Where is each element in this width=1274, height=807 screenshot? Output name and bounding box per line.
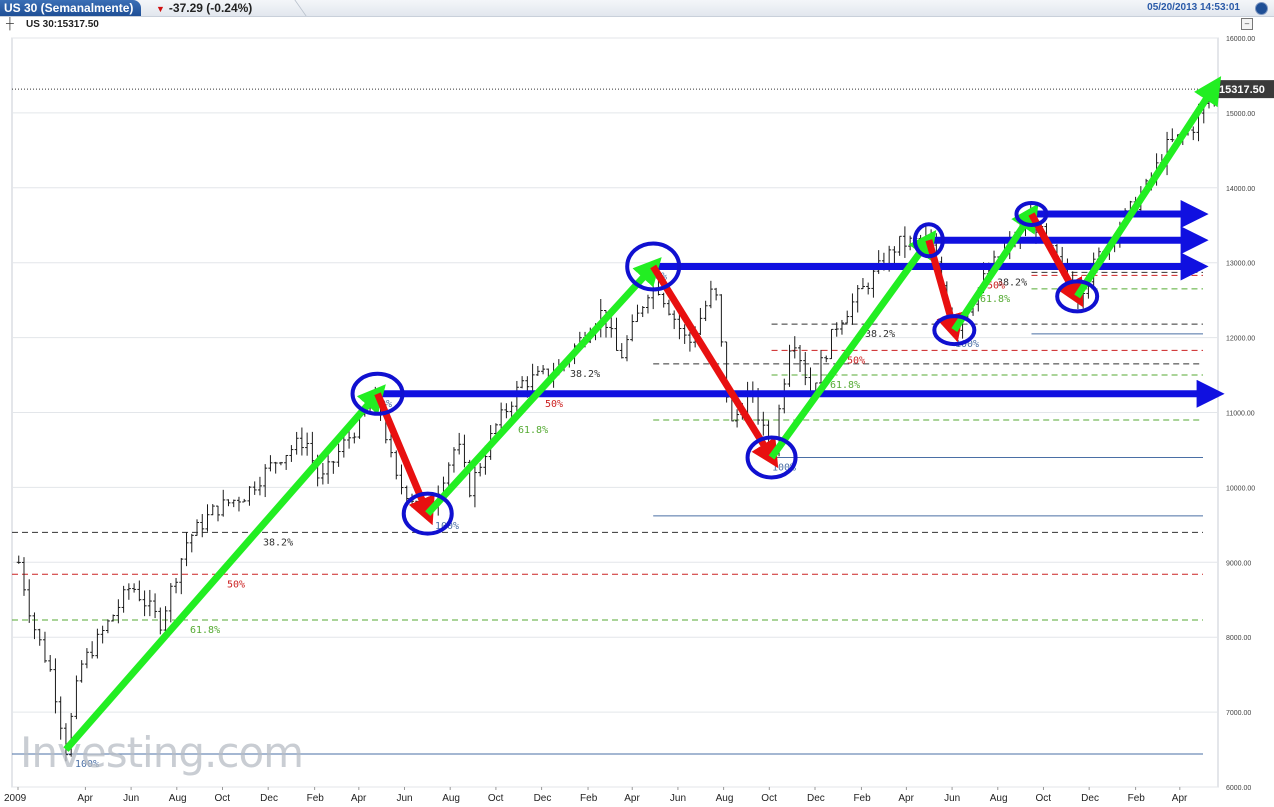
y-tick-label: 14000.00 [1226,186,1255,193]
fib-label: 50% [847,355,865,366]
top-toolbar: US 30 (Semanalmente) ▼ -37.29 (-0.24%) 05… [0,0,1274,17]
fib-label: 61.8% [830,380,860,391]
x-tick-label: 2009 [4,793,27,804]
x-tick-label: Dec [260,793,278,804]
info-icon[interactable] [1255,2,1268,15]
x-tick-label: Jun [670,793,686,804]
last-price-tag [1211,80,1274,99]
x-tick-label: Feb [307,793,325,804]
x-tick-label: Apr [898,793,914,804]
watermark-brand: Investing [20,728,205,777]
chart-subtitle: US 30:15317.50 [26,19,99,30]
uptrend-arrow [63,384,386,752]
x-tick-label: Oct [488,793,504,804]
fib-label: 50% [545,399,563,410]
y-tick-label: 12000.00 [1226,336,1255,343]
y-tick-label: 10000.00 [1226,485,1255,492]
x-tick-label: Aug [990,793,1008,804]
fib-label: 38.2% [263,537,293,548]
price-change-value: -37.29 (-0.24%) [168,1,253,15]
pivot-circle [912,222,945,259]
fib-label: 61.8% [190,625,220,636]
crosshair-icon: ┼ [6,18,14,30]
x-tick-label: Jun [123,793,139,804]
instrument-tab[interactable]: US 30 (Semanalmente) [0,0,142,16]
x-tick-label: Oct [1035,793,1051,804]
x-tick-label: Aug [169,793,187,804]
y-tick-label: 8000.00 [1226,635,1251,642]
x-tick-label: Aug [716,793,734,804]
x-tick-label: Apr [1172,793,1188,804]
uptrend-arrow [768,230,937,460]
y-tick-label: 13000.00 [1226,261,1255,268]
x-tick-label: Dec [534,793,552,804]
uptrend-arrow [425,257,662,516]
y-tick-label: 11000.00 [1226,411,1255,418]
pivot-circle [745,435,798,480]
x-tick-label: Jun [397,793,413,804]
fib-label: 100% [955,339,979,350]
price-change: ▼ -37.29 (-0.24%) [156,0,252,17]
x-tick-label: Dec [1081,793,1099,804]
pivot-circle [350,371,405,416]
x-tick-label: Feb [580,793,598,804]
fib-label: 100% [75,759,99,770]
y-tick-label: 15000.00 [1226,111,1255,118]
x-tick-label: Oct [214,793,230,804]
y-tick-label: 16000.00 [1226,36,1255,43]
fib-label: 38.2% [865,329,895,340]
watermark-logo: Investing.com [20,728,304,777]
x-tick-label: Feb [853,793,871,804]
downtrend-arrow [650,264,779,469]
uptrend-arrow [1074,76,1222,299]
x-tick-label: Oct [761,793,777,804]
timestamp: 05/20/2013 14:53:01 [1147,2,1240,13]
pivot-circle [932,314,977,347]
fib-label: 50% [987,280,1005,291]
x-tick-label: Dec [807,793,825,804]
pivot-circle [1014,201,1049,228]
fib-label: 38.2% [997,277,1027,288]
y-tick-label: 9000.00 [1226,560,1251,567]
fib-label: 100% [772,462,796,473]
y-tick-label: 6000.00 [1226,785,1251,792]
collapse-button[interactable]: – [1241,18,1253,30]
x-tick-label: Apr [77,793,93,804]
pivot-circle [401,491,454,536]
pivot-circle [625,241,682,292]
down-triangle-icon: ▼ [156,4,165,14]
x-tick-label: Feb [1128,793,1146,804]
last-price-label: 15317.50 [1219,84,1265,96]
pivot-circle [1055,279,1100,314]
x-tick-label: Apr [351,793,367,804]
x-tick-label: Jun [944,793,960,804]
fib-label: 38.2% [570,369,600,380]
fib-label: 61.8% [980,294,1010,305]
watermark-suffix: .com [204,728,304,777]
x-tick-label: Aug [442,793,460,804]
uptrend-arrow [951,203,1039,333]
fib-label: 50% [227,579,245,590]
y-tick-label: 7000.00 [1226,710,1251,717]
x-tick-label: Apr [624,793,640,804]
fib-label: 61.8% [518,425,548,436]
